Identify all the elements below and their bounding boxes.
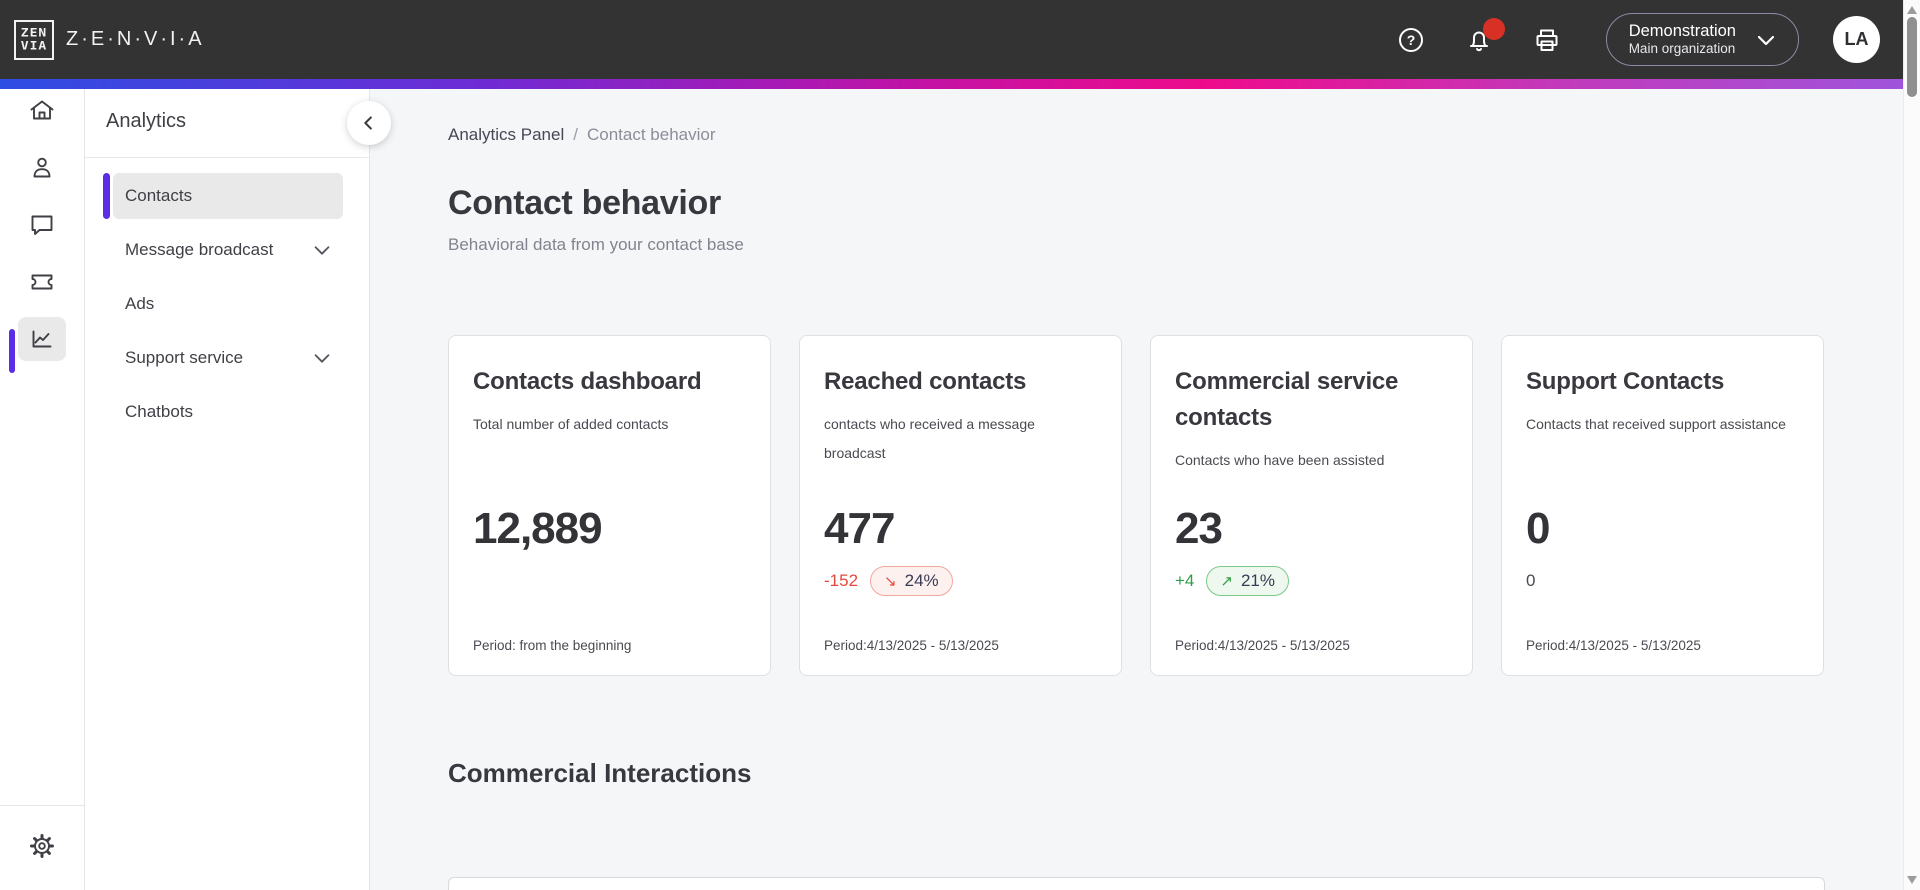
chat-bubble-icon	[31, 215, 53, 235]
sidebar-item-label: Chatbots	[125, 402, 194, 421]
sidebar-item-ads[interactable]: Ads	[113, 281, 343, 327]
zenvia-logo[interactable]: ZEN VIA Z·E·N·V·I·A	[14, 19, 205, 60]
scrollbar-down-arrow[interactable]	[1907, 876, 1917, 884]
card-description: Total number of added contacts	[473, 416, 669, 432]
rail-divider	[0, 805, 84, 806]
card-value: 23	[1175, 504, 1223, 553]
icon-rail	[0, 89, 85, 890]
trend-badge: ↘ 24%	[870, 566, 953, 596]
notifications-bell-icon[interactable]	[1462, 17, 1505, 57]
rail-active-indicator	[9, 329, 15, 373]
organization-subtitle: Main organization	[1628, 41, 1736, 57]
logo-mark-top: ZEN	[20, 26, 48, 40]
card-period: Period:4/13/2025 - 5/13/2025	[1526, 638, 1701, 653]
organization-name: Demonstration	[1628, 21, 1736, 40]
card-description: contacts who received a message broadcas…	[824, 416, 1035, 461]
scrollbar-up-arrow[interactable]	[1907, 6, 1917, 14]
chevron-down-icon	[311, 347, 333, 369]
organization-switcher[interactable]: Demonstration Main organization	[1605, 13, 1799, 66]
card-delta-row: -152 ↘ 24%	[824, 566, 953, 596]
breadcrumb-separator: /	[573, 125, 578, 144]
logo-mark-bottom: VIA	[20, 39, 48, 53]
sidebar-item-label: Contacts	[125, 186, 193, 205]
top-header-bar: ZEN VIA Z·E·N·V·I·A ?	[0, 0, 1920, 79]
main-content: Analytics Panel / Contact behavior Conta…	[370, 89, 1920, 890]
sidebar-item-label: Message broadcast	[125, 240, 274, 259]
sidebar-item-label: Support service	[125, 348, 244, 367]
card-contacts-dashboard: Contacts dashboard Total number of added…	[448, 335, 771, 676]
sidebar-item-support-service[interactable]: Support service	[113, 335, 343, 381]
breadcrumb-analytics-panel[interactable]: Analytics Panel	[448, 125, 565, 144]
contacts-person-icon	[33, 157, 51, 178]
card-title: Contacts dashboard	[473, 368, 702, 395]
delta-value: -152	[824, 571, 859, 590]
trend-up-arrow-icon: ↗	[1220, 573, 1233, 590]
breadcrumb-current: Contact behavior	[586, 125, 716, 144]
sidebar-item-conversations[interactable]	[18, 203, 66, 247]
svg-text:?: ?	[1406, 32, 1415, 48]
page-subtitle: Behavioral data from your contact base	[448, 235, 744, 254]
sidebar-title: Analytics	[106, 110, 187, 132]
chevron-left-icon	[364, 116, 372, 130]
trend-down-arrow-icon: ↘	[884, 573, 897, 590]
avatar[interactable]: LA	[1833, 16, 1880, 63]
kpi-cards-row: Contacts dashboard Total number of added…	[448, 335, 1920, 676]
sidebar-collapse-button[interactable]	[347, 101, 391, 145]
page-title: Contact behavior	[448, 184, 721, 222]
sidebar-item-chatbots[interactable]: Chatbots	[113, 389, 343, 435]
section-title-commercial-interactions: Commercial Interactions	[448, 758, 752, 788]
card-title: Reached contacts	[824, 368, 1027, 395]
breadcrumb: Analytics Panel / Contact behavior	[448, 125, 1920, 145]
scrollbar-thumb[interactable]	[1907, 17, 1917, 97]
sidebar-item-settings[interactable]	[18, 824, 66, 868]
delta-value: 0	[1526, 571, 1536, 590]
sidebar-item-home[interactable]	[18, 89, 66, 133]
card-title: Support Contacts	[1526, 368, 1725, 395]
trend-percent: 24%	[904, 571, 939, 590]
chevron-down-icon	[1757, 35, 1775, 45]
home-icon	[30, 100, 54, 120]
zenvia-logo-mark-icon: ZEN VIA	[14, 19, 54, 60]
card-period: Period:4/13/2025 - 5/13/2025	[1175, 638, 1350, 653]
card-delta-row: 0	[1526, 566, 1535, 596]
sidebar-item-analytics[interactable]	[18, 317, 66, 361]
sidebar-item-contacts[interactable]	[18, 146, 66, 190]
sidebar-item-message-broadcast[interactable]: Message broadcast	[113, 227, 343, 273]
sidebar-item-tickets[interactable]	[18, 260, 66, 304]
card-value: 12,889	[473, 504, 603, 553]
help-icon[interactable]: ?	[1394, 23, 1428, 57]
card-value: 477	[824, 504, 895, 553]
analytics-sidebar: Analytics Contacts Message broadcast Ads…	[85, 89, 391, 890]
trend-badge: ↗ 21%	[1206, 566, 1289, 596]
settings-gear-icon	[30, 834, 54, 858]
zenvia-wordmark: Z·E·N·V·I·A	[66, 28, 205, 50]
ticket-icon	[31, 274, 53, 290]
sidebar-item-contacts-analytics[interactable]: Contacts	[103, 173, 343, 219]
chevron-down-icon	[311, 239, 333, 261]
card-reached-contacts: Reached contacts contacts who received a…	[799, 335, 1122, 676]
card-commercial-service-contacts: Commercial service contacts Contacts who…	[1150, 335, 1473, 676]
card-support-contacts: Support Contacts Contacts that received …	[1501, 335, 1824, 676]
card-delta-row: +4 ↗ 21%	[1175, 566, 1289, 596]
analytics-chart-icon	[32, 330, 52, 348]
commercial-interactions-card	[448, 877, 1825, 890]
card-period: Period: from the beginning	[473, 638, 632, 653]
card-description: Contacts who have been assisted	[1175, 452, 1385, 468]
printer-icon[interactable]	[1530, 23, 1564, 57]
card-value: 0	[1526, 504, 1551, 553]
card-title: Commercial service contacts	[1175, 368, 1399, 431]
delta-value: +4	[1175, 571, 1195, 590]
vertical-scrollbar[interactable]	[1903, 0, 1920, 890]
trend-percent: 21%	[1240, 571, 1275, 590]
brand-gradient-bar	[0, 79, 1920, 89]
sidebar-divider	[85, 157, 369, 158]
sidebar-item-label: Ads	[125, 294, 155, 313]
notification-dot	[1482, 17, 1505, 40]
card-description: Contacts that received support assistanc…	[1526, 416, 1786, 432]
card-period: Period:4/13/2025 - 5/13/2025	[824, 638, 999, 653]
